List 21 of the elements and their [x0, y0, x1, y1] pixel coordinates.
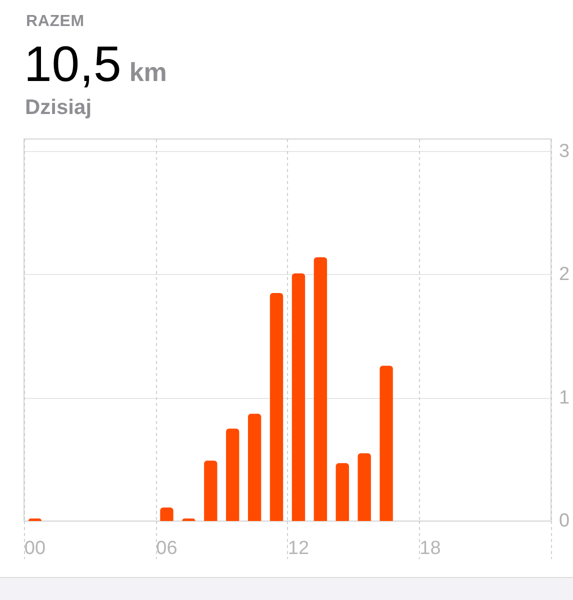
bar — [226, 428, 240, 521]
bar — [336, 463, 349, 521]
y-tick-label: 1 — [559, 387, 570, 408]
bar — [248, 414, 262, 521]
bar — [292, 273, 306, 521]
bar — [204, 460, 218, 521]
x-tick-label: 18 — [420, 538, 441, 559]
y-tick-label: 0 — [559, 510, 570, 532]
bar — [270, 293, 284, 521]
y-tick-label: 2 — [559, 264, 570, 286]
x-tick-label: 00 — [24, 538, 46, 559]
bar — [314, 257, 328, 521]
text: 10,5 km — [24, 36, 167, 92]
bar — [358, 453, 371, 521]
bar — [380, 366, 393, 521]
chart-subtitle: Dzisiaj — [25, 96, 92, 120]
y-tick-label: 3 — [559, 140, 570, 162]
bar — [160, 507, 174, 521]
x-tick-label: 12 — [288, 538, 310, 559]
chart-title: RAZEM — [26, 13, 84, 31]
x-tick-label: 06 — [156, 538, 178, 559]
